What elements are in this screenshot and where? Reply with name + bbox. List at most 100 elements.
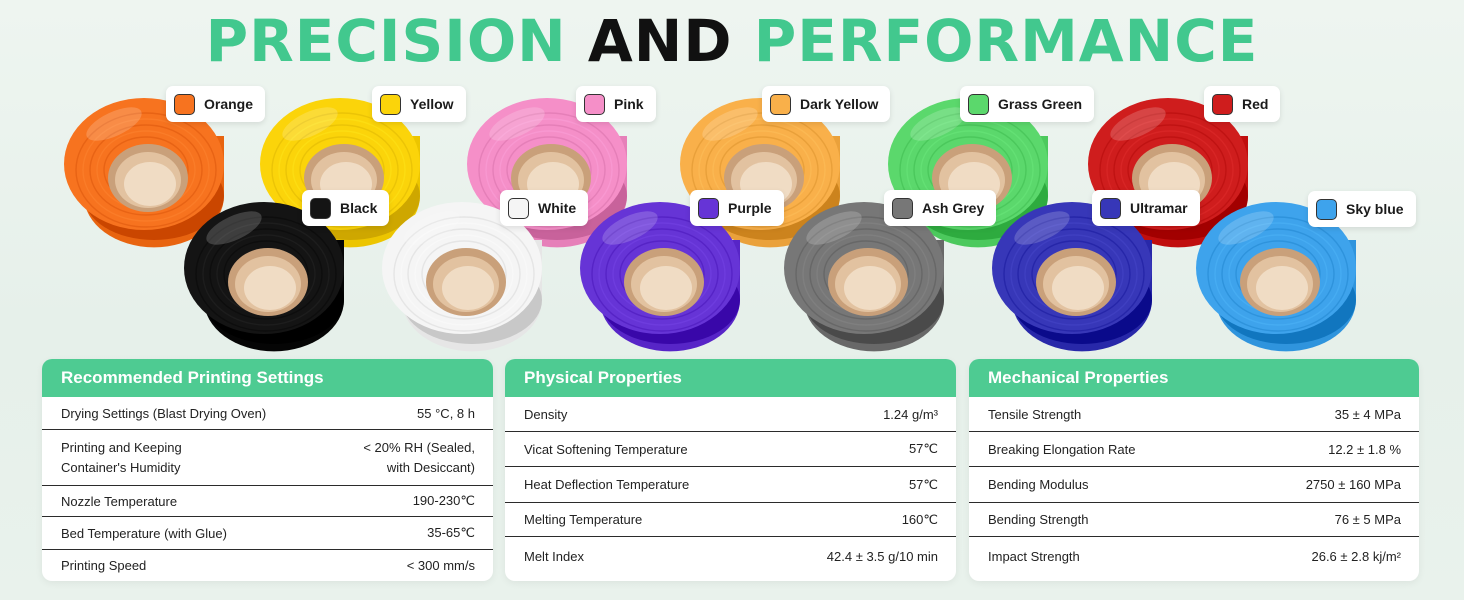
row-label: Printing and Keeping Container's Humidit…: [61, 439, 182, 475]
color-name: Orange: [204, 96, 254, 112]
row-label: Bed Temperature (with Glue): [61, 525, 227, 541]
color-chip-grass-green: Grass Green: [960, 86, 1095, 122]
row-value: 12.2 ± 1.8 %: [1328, 441, 1401, 457]
row-value: 190-230℃: [412, 493, 475, 508]
mechanical-properties-rows: Tensile Strength 35 ± 4 MPa Breaking Elo…: [969, 397, 1419, 575]
color-name: Grass Green: [998, 96, 1083, 112]
color-name: White: [538, 200, 577, 216]
page-title: PRECISION AND PERFORMANCE: [0, 6, 1464, 76]
pink-swatch-icon: [584, 93, 605, 115]
row-value: 57℃: [908, 476, 938, 492]
table-row: Density 1.24 g/m³: [505, 397, 956, 432]
color-chip-red: Red: [1204, 86, 1281, 122]
table-row: Tensile Strength 35 ± 4 MPa: [969, 397, 1419, 432]
physical-properties-title: Physical Properties: [505, 359, 956, 397]
table-row: Heat Deflection Temperature 57℃: [505, 467, 956, 503]
row-label: Tensile Strength: [988, 406, 1082, 422]
table-row: Bed Temperature (with Glue) 35-65℃: [42, 517, 493, 550]
title-performance: PERFORMANCE: [753, 7, 1259, 75]
row-value: 42.4 ± 3.5 g/10 min: [826, 548, 938, 564]
color-name: Ash Grey: [922, 200, 985, 216]
color-chip-pink: Pink: [576, 86, 656, 122]
color-name: Pink: [614, 96, 644, 112]
row-label: Heat Deflection Temperature: [524, 477, 690, 492]
color-chip-white: White: [500, 190, 589, 226]
color-chip-ash-grey: Ash Grey: [884, 190, 997, 226]
spool-orange: [62, 84, 227, 248]
spool-purple: [578, 188, 743, 352]
row-label: Drying Settings (Blast Drying Oven): [61, 405, 267, 421]
row-value: 35 ± 4 MPa: [1334, 406, 1401, 422]
row-value: 35-65℃: [427, 525, 475, 540]
color-name: Black: [340, 200, 378, 216]
table-row: Bending Modulus 2750 ± 160 MPa: [969, 467, 1419, 503]
color-chip-black: Black: [302, 190, 390, 226]
color-chip-purple: Purple: [690, 190, 784, 226]
physical-properties-rows: Density 1.24 g/m³ Vicat Softening Temper…: [505, 397, 956, 575]
physical-properties-panel: Physical Properties Density 1.24 g/m³ Vi…: [505, 359, 956, 581]
table-row: Nozzle Temperature 190-230℃: [42, 486, 493, 517]
row-label: Printing Speed: [61, 558, 147, 573]
sky-blue-swatch-icon: [1316, 198, 1337, 220]
row-label: Melt Index: [524, 548, 584, 564]
grass-green-swatch-icon: [968, 93, 989, 115]
row-value: 1.24 g/m³: [883, 406, 938, 422]
row-label: Nozzle Temperature: [61, 493, 178, 509]
ultramar-swatch-icon: [1100, 197, 1121, 219]
purple-swatch-icon: [698, 197, 719, 219]
row-value: < 20% RH (Sealed, with Desiccant): [363, 439, 475, 475]
row-label: Vicat Softening Temperature: [524, 441, 688, 457]
red-swatch-icon: [1212, 93, 1233, 115]
color-chip-sky-blue: Sky blue: [1308, 191, 1416, 227]
printing-settings-title: Recommended Printing Settings: [42, 359, 493, 397]
black-swatch-icon: [310, 197, 331, 219]
row-value: 57℃: [908, 441, 938, 456]
color-name: Ultramar: [1130, 200, 1188, 216]
table-row: Bending Strength 76 ± 5 MPa: [969, 503, 1419, 537]
row-value: 55 °C, 8 h: [417, 405, 475, 421]
table-row: Melt Index 42.4 ± 3.5 g/10 min: [505, 537, 956, 575]
row-label: Melting Temperature: [524, 512, 643, 527]
table-row: Breaking Elongation Rate 12.2 ± 1.8 %: [969, 432, 1419, 467]
row-value: 76 ± 5 MPa: [1334, 512, 1401, 527]
spool-ash-grey: [782, 188, 947, 352]
mechanical-properties-title: Mechanical Properties: [969, 359, 1419, 397]
color-chip-yellow: Yellow: [372, 86, 466, 122]
color-chip-orange: Orange: [166, 86, 266, 122]
title-and: AND: [587, 7, 733, 75]
row-label: Density: [524, 406, 568, 422]
color-chip-dark-yellow: Dark Yellow: [762, 86, 891, 122]
row-label: Bending Modulus: [988, 477, 1089, 492]
ash-grey-swatch-icon: [892, 197, 913, 219]
title-precision: PRECISION: [205, 7, 567, 75]
row-value: 26.6 ± 2.8 kj/m²: [1311, 548, 1401, 564]
table-row: Drying Settings (Blast Drying Oven) 55 °…: [42, 397, 493, 430]
table-row: Vicat Softening Temperature 57℃: [505, 432, 956, 467]
color-name: Dark Yellow: [800, 96, 879, 112]
row-value: < 300 mm/s: [406, 558, 475, 573]
color-name: Yellow: [410, 96, 454, 112]
printing-settings-rows: Drying Settings (Blast Drying Oven) 55 °…: [42, 397, 493, 581]
spool-black: [182, 188, 347, 352]
row-label: Impact Strength: [988, 548, 1080, 564]
dark-yellow-swatch-icon: [770, 93, 791, 115]
orange-swatch-icon: [174, 93, 195, 115]
color-name: Purple: [728, 200, 772, 216]
yellow-swatch-icon: [380, 93, 401, 115]
table-row: Impact Strength 26.6 ± 2.8 kj/m²: [969, 537, 1419, 575]
white-swatch-icon: [508, 197, 529, 219]
row-label: Bending Strength: [988, 512, 1089, 527]
color-chip-ultramar: Ultramar: [1092, 190, 1200, 226]
mechanical-properties-panel: Mechanical Properties Tensile Strength 3…: [969, 359, 1419, 581]
spool-white: [380, 188, 545, 352]
table-row: Printing Speed < 300 mm/s: [42, 550, 493, 581]
spool-sky-blue: [1194, 188, 1359, 352]
row-value: 160℃: [901, 511, 938, 527]
spool-ultramar: [990, 188, 1155, 352]
printing-settings-panel: Recommended Printing Settings Drying Set…: [42, 359, 493, 581]
color-name: Sky blue: [1346, 201, 1404, 217]
row-value: 2750 ± 160 MPa: [1305, 477, 1401, 492]
row-label: Breaking Elongation Rate: [988, 441, 1136, 457]
table-row: Printing and Keeping Container's Humidit…: [42, 430, 493, 486]
table-row: Melting Temperature 160℃: [505, 503, 956, 537]
